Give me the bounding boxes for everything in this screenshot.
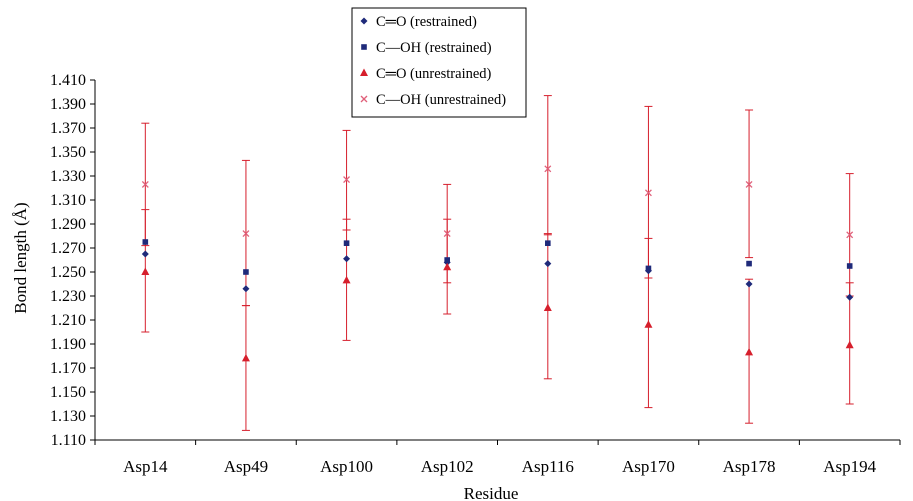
y-tick-label: 1.390 <box>50 96 86 113</box>
legend-label: C—OH (restrained) <box>376 40 492 56</box>
error-bar <box>543 95 552 236</box>
legend: C═O (restrained) C—OH (restrained) C═O (un… <box>351 7 527 118</box>
y-tick-label: 1.170 <box>50 360 86 377</box>
data-point <box>141 180 149 188</box>
y-tick-label: 1.110 <box>51 432 86 449</box>
x-tick-label: Asp100 <box>320 457 373 476</box>
legend-label: C═O (unrestrained) <box>376 66 492 82</box>
data-point <box>644 189 652 197</box>
legend-item: C═O (unrestrained) <box>360 66 492 82</box>
y-tick-label: 1.150 <box>50 384 86 401</box>
data-points <box>141 165 854 362</box>
legend-marker <box>360 95 368 103</box>
x-tick-label: Asp49 <box>224 457 268 476</box>
legend-label: C—OH (unrestrained) <box>376 92 506 108</box>
y-tick-label: 1.410 <box>50 72 86 89</box>
data-point <box>343 176 351 184</box>
data-point <box>141 250 149 258</box>
data-point <box>342 275 351 284</box>
data-point <box>544 165 552 173</box>
legend-marker <box>360 68 368 76</box>
data-point <box>644 320 653 328</box>
y-tick-label: 1.310 <box>50 192 86 209</box>
data-point <box>745 280 753 288</box>
y-tick-label: 1.130 <box>50 408 86 425</box>
legend-item: C═O (restrained) <box>360 14 477 30</box>
y-tick-label: 1.250 <box>50 264 86 281</box>
legend-label: C═O (restrained) <box>376 14 477 30</box>
x-axis-label: Residue <box>464 484 519 501</box>
x-tick-label: Asp102 <box>421 457 474 476</box>
data-point <box>745 347 754 356</box>
y-tick-label: 1.270 <box>50 240 86 257</box>
y-tick-label: 1.190 <box>50 336 86 353</box>
data-point <box>241 353 250 362</box>
y-tick-label: 1.210 <box>50 312 86 329</box>
legend-item: C—OH (restrained) <box>361 40 492 56</box>
x-tick-label: Asp194 <box>823 457 876 476</box>
data-point <box>444 257 450 263</box>
legend-marker <box>361 44 367 50</box>
data-point <box>545 240 551 246</box>
y-axis-label: Bond length (Å) <box>11 202 30 313</box>
data-point <box>142 239 149 245</box>
data-point <box>745 180 753 188</box>
data-point <box>343 255 351 263</box>
legend-box <box>351 7 527 118</box>
y-tick-label: 1.370 <box>50 120 86 137</box>
data-point <box>543 303 552 311</box>
x-tick-label: Asp116 <box>522 457 574 476</box>
legend-marker <box>360 17 368 25</box>
data-point <box>242 230 250 238</box>
x-axis: Asp14 Asp49 Asp100 Asp102 Asp116 Asp170 Asp178… <box>94 439 901 476</box>
y-tick-label: 1.230 <box>50 288 86 305</box>
data-point <box>443 262 452 271</box>
y-tick-label: 1.330 <box>50 168 86 185</box>
data-point <box>243 269 249 275</box>
y-tick-label: 1.290 <box>50 216 86 233</box>
y-tick-label: 1.350 <box>50 144 86 161</box>
data-point <box>141 267 150 275</box>
x-tick-label: Asp178 <box>723 457 776 476</box>
data-point <box>746 260 752 267</box>
data-point <box>443 230 451 238</box>
legend-item: C—OH (unrestrained) <box>360 92 506 108</box>
data-point <box>242 285 250 293</box>
x-tick-label: Asp14 <box>123 457 168 476</box>
data-point <box>846 231 854 239</box>
data-point <box>544 260 552 268</box>
data-point <box>846 263 853 269</box>
x-tick-label: Asp170 <box>622 457 675 476</box>
y-axis: 1.110 1.130 1.150 1.170 1.190 1.210 1.230 1.250… <box>50 72 96 449</box>
data-point <box>845 340 854 349</box>
data-point <box>645 265 652 272</box>
error-bar <box>241 305 250 431</box>
data-point <box>846 293 854 301</box>
data-point <box>343 240 350 246</box>
